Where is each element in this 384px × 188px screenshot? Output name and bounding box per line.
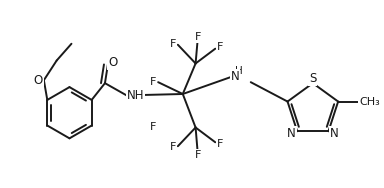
Text: F: F xyxy=(170,39,176,49)
Text: H: H xyxy=(235,66,243,76)
Text: F: F xyxy=(170,142,176,152)
Text: F: F xyxy=(194,150,201,160)
Text: O: O xyxy=(108,56,118,69)
Text: O: O xyxy=(33,74,43,87)
Text: F: F xyxy=(150,77,156,87)
Text: F: F xyxy=(217,139,223,149)
Text: N: N xyxy=(330,127,339,140)
Text: NH: NH xyxy=(127,89,144,102)
Text: F: F xyxy=(217,42,223,52)
Text: F: F xyxy=(150,123,156,133)
Text: F: F xyxy=(194,32,201,42)
Text: CH₃: CH₃ xyxy=(359,97,380,107)
Text: N: N xyxy=(231,70,239,83)
Text: S: S xyxy=(309,72,316,85)
Text: N: N xyxy=(287,127,296,140)
